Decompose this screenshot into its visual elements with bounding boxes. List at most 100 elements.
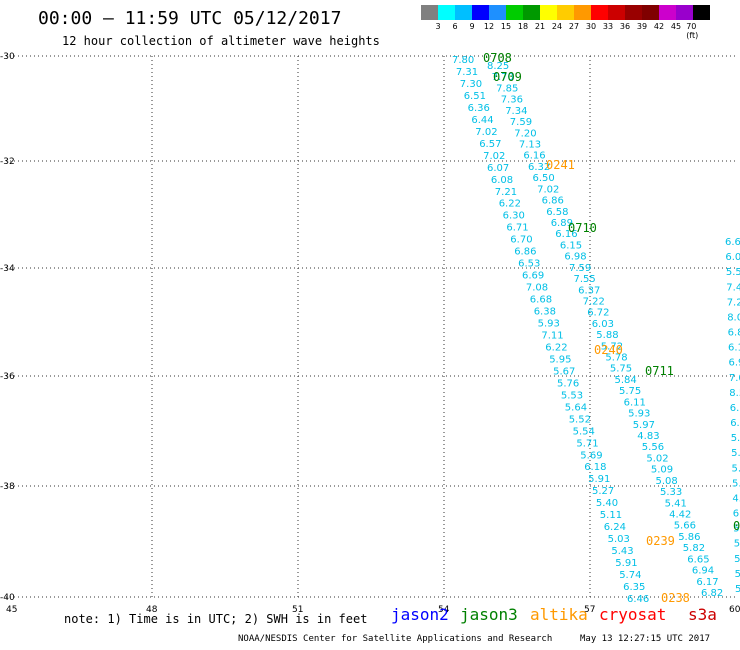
legend-swatches xyxy=(421,5,710,20)
track-a-value: 7.02 xyxy=(483,151,505,162)
track-c-value: 7.4 xyxy=(726,282,740,293)
legend-label: 70 (ft) xyxy=(686,22,699,40)
track-c-value: 5.72 xyxy=(731,433,740,444)
legend-swatch xyxy=(421,5,438,20)
track-a-value: 6.30 xyxy=(503,211,525,222)
track-c-value: 5.58 xyxy=(735,584,740,595)
track-a-value: 6.53 xyxy=(518,259,540,270)
track-b-value: 5.66 xyxy=(674,521,696,532)
legend-swatch xyxy=(625,5,642,20)
track-b-value: 5.78 xyxy=(605,353,627,364)
track-a-value: 5.91 xyxy=(615,558,637,569)
track-b-value: 5.75 xyxy=(610,364,632,375)
track-a-value: 7.02 xyxy=(475,127,497,138)
legend-label: 42 xyxy=(653,22,665,31)
track-b-value: 6.16 xyxy=(555,229,577,240)
track-time-label: 0710 xyxy=(568,221,597,235)
track-a-value: 6.38 xyxy=(534,307,556,318)
track-a-value: 6.22 xyxy=(499,199,521,210)
track-a-value: 6.70 xyxy=(510,235,532,246)
track-a-value: 5.71 xyxy=(576,438,598,449)
track-b-value: 6.86 xyxy=(542,196,564,207)
track-b-value: 7.02 xyxy=(537,184,559,195)
legend-s3a: s3a xyxy=(688,605,717,624)
track-b-value: 5.82 xyxy=(683,543,705,554)
legend-label: 18 xyxy=(517,22,529,31)
track-a-value: 7.80 xyxy=(452,55,474,66)
track-b-value: 6.98 xyxy=(564,252,586,263)
track-b-value: 6.15 xyxy=(560,240,582,251)
track-c-value: 5.83 xyxy=(733,524,740,535)
lon-tick-label: 57 xyxy=(584,605,595,615)
track-a-value: 5.43 xyxy=(611,546,633,557)
track-b-value: 7.70 xyxy=(492,72,514,83)
track-time-label: 0 xyxy=(733,519,740,533)
legend-swatch xyxy=(438,5,455,20)
track-a-value: 5.11 xyxy=(600,510,622,521)
track-a-value: 7.30 xyxy=(460,79,482,90)
legend-swatch xyxy=(642,5,659,20)
track-c-value: 8.0 xyxy=(727,312,740,323)
legend-labels: 3 6 9 12 15 18 21 24 27 30 33 36 39 42 45 70 (ft) xyxy=(421,20,710,40)
track-b-value: 5.75 xyxy=(619,386,641,397)
track-b-value: 6.94 xyxy=(692,566,714,577)
track-b-value: 7.36 xyxy=(501,95,523,106)
lat-tick-label: -40 xyxy=(0,593,15,603)
track-c-value: 6.06 xyxy=(730,418,740,429)
track-a-value: 6.35 xyxy=(623,582,645,593)
track-b-value: 5.33 xyxy=(660,487,682,498)
legend-label: 36 xyxy=(619,22,631,31)
legend-swatch xyxy=(523,5,540,20)
track-b-value: 6.03 xyxy=(592,319,614,330)
track-a-value: 5.40 xyxy=(596,498,618,509)
track-b-value: 6.82 xyxy=(701,588,723,599)
track-b-value: 5.84 xyxy=(615,375,637,386)
track-a-value: 6.08 xyxy=(491,175,513,186)
track-a-value: 5.91 xyxy=(588,474,610,485)
legend-jason3: jason3 xyxy=(460,605,518,624)
track-a-value: 7.08 xyxy=(526,283,548,294)
track-a-value: 5.67 xyxy=(553,366,575,377)
track-b-value: 6.37 xyxy=(578,285,600,296)
track-c-value: 5.89 xyxy=(731,448,740,459)
track-c-value: 4.85 xyxy=(732,494,740,505)
track-b-value: 7.55 xyxy=(574,274,596,285)
track-b-value: 7.34 xyxy=(505,106,527,117)
legend-swatch xyxy=(676,5,693,20)
legend-swatch xyxy=(591,5,608,20)
track-b-value: 6.72 xyxy=(587,308,609,319)
page-title: 00:00 – 11:59 UTC 05/12/2017 xyxy=(38,8,342,29)
legend-swatch xyxy=(540,5,557,20)
track-c-value: 6.75 xyxy=(730,403,740,414)
track-a-value: 6.68 xyxy=(530,295,552,306)
page-subtitle: 12 hour collection of altimeter wave hei… xyxy=(62,34,380,48)
track-b-value: 7.85 xyxy=(496,83,518,94)
track-a-value: 5.74 xyxy=(619,570,641,581)
lon-tick-label: 45 xyxy=(6,605,17,615)
track-b-value: 4.83 xyxy=(637,431,659,442)
track-a-value: 5.95 xyxy=(549,354,571,365)
track-b-value: 6.11 xyxy=(624,397,646,408)
legend-label: 24 xyxy=(551,22,563,31)
track-a-value: 5.93 xyxy=(538,319,560,330)
track-c-value: 5.81 xyxy=(732,463,740,474)
legend-swatch xyxy=(472,5,489,20)
track-b-value: 7.20 xyxy=(514,128,536,139)
track-a-value: 6.51 xyxy=(464,91,486,102)
track-b-value: 5.09 xyxy=(651,465,673,476)
track-time-label: 0709 xyxy=(493,70,522,84)
legend-swatch xyxy=(506,5,523,20)
track-a-value: 6.86 xyxy=(514,247,536,258)
lat-tick-label: -30 xyxy=(0,52,15,62)
track-b-value: 6.32 xyxy=(528,162,550,173)
legend-swatch xyxy=(608,5,625,20)
track-time-label: 0240 xyxy=(594,343,623,357)
wave-height-legend: 3 6 9 12 15 18 21 24 27 30 33 36 39 42 45 70 (ft) xyxy=(421,5,710,40)
track-time-label: 0239 xyxy=(646,534,675,548)
axis-tick-labels: 45 48 51 54 57 60 -30 -32 -34 -36 -38 -40 xyxy=(0,52,740,615)
legend-swatch xyxy=(574,5,591,20)
track-b-value: 5.08 xyxy=(656,476,678,487)
credit-line: NOAA/NESDIS Center for Satellite Applica… xyxy=(238,634,553,644)
track-a-value: 6.46 xyxy=(627,594,649,605)
track-b-value: 5.72 xyxy=(601,341,623,352)
